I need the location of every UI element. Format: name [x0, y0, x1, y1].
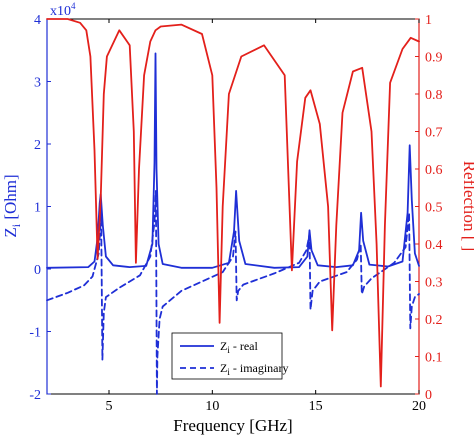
legend-imag-main: Z: [220, 361, 227, 375]
series-line-zi-real: [46, 52, 420, 269]
left-y-tick-label: 0: [34, 263, 41, 278]
left-y-ticks: -2 -1 0 1 2 3 4: [29, 13, 51, 403]
left-y-tick-label: 2: [34, 138, 41, 153]
right-y-tick-label: 0.7: [425, 126, 443, 141]
x-axis-title: Frequency [GHz]: [173, 416, 292, 435]
left-y-title-sub: i: [9, 223, 23, 227]
x-tick-label: 5: [106, 399, 113, 414]
left-y-tick-label: -2: [29, 388, 41, 403]
exponent-base: x10: [50, 4, 71, 19]
right-y-tick-label: 0.8: [425, 88, 443, 103]
exponent-power: 4: [71, 1, 76, 11]
series-layer: [46, 18, 420, 395]
left-y-tick-label: 4: [34, 13, 41, 28]
x-ticks: 5 10 15 20: [106, 19, 426, 414]
left-y-title-unit: [Ohm]: [1, 174, 20, 224]
left-y-tick-label: -1: [29, 326, 41, 341]
series-line-zi-imaginary: [46, 189, 420, 395]
left-y-tick-label: 1: [34, 201, 41, 216]
left-y-tick-label: 3: [34, 76, 41, 91]
legend-imag-rest: - imaginary: [230, 361, 289, 375]
legend-box: [171, 332, 283, 380]
right-y-tick-label: 0: [425, 388, 432, 403]
right-y-axis-title: Reflection [ ]: [460, 161, 474, 252]
left-y-title-main: Z: [1, 227, 20, 237]
left-y-axis-title: Zi [Ohm]: [1, 174, 23, 237]
legend: Zi - real Zi - imaginary: [171, 332, 289, 380]
right-y-ticks: 0 0.1 0.2 0.3 0.4 0.5 0.6 0.7 0.8 0.9 1: [415, 13, 443, 403]
series-line-reflection: [46, 18, 420, 388]
right-y-tick-label: 0.9: [425, 51, 443, 66]
left-axis-exponent: x104: [50, 1, 76, 19]
right-y-tick-label: 0.2: [425, 313, 443, 328]
x-tick-label: 20: [412, 399, 426, 414]
legend-real-sub: i: [227, 345, 230, 355]
x-tick-label: 10: [205, 399, 219, 414]
right-y-tick-label: 0.6: [425, 163, 443, 178]
legend-real-main: Z: [220, 339, 227, 353]
legend-real-rest: - real: [230, 339, 259, 353]
legend-label-imaginary: Zi - imaginary: [220, 361, 289, 377]
legend-imag-sub: i: [227, 367, 230, 377]
right-y-tick-label: 0.4: [425, 238, 443, 253]
x-tick-label: 15: [309, 399, 323, 414]
right-y-tick-label: 1: [425, 13, 432, 28]
legend-label-real: Zi - real: [220, 339, 259, 355]
right-y-tick-label: 0.1: [425, 351, 443, 366]
right-y-tick-label: 0.3: [425, 276, 443, 291]
right-y-tick-label: 0.5: [425, 201, 443, 216]
